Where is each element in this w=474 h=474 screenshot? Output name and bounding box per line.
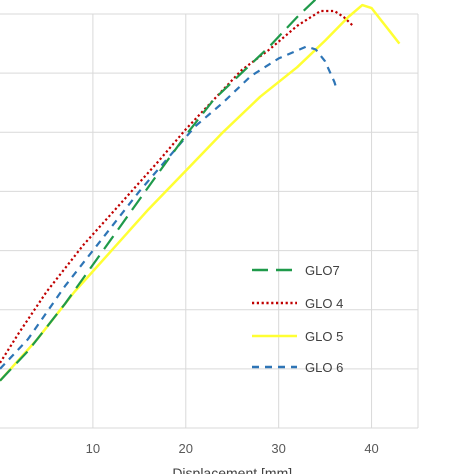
x-tick-label: 40 bbox=[364, 441, 378, 456]
legend-label: GLO7 bbox=[305, 263, 340, 278]
x-axis-title: Displacement [mm] bbox=[172, 465, 292, 474]
series-line-glo-5 bbox=[0, 3, 401, 382]
x-axis-tick-labels: 10 20 30 40 bbox=[86, 441, 379, 456]
legend-label: GLO 4 bbox=[305, 296, 343, 311]
legend-label: GLO 6 bbox=[305, 360, 343, 375]
series-line-glo7 bbox=[0, 0, 317, 382]
x-tick-label: 20 bbox=[179, 441, 193, 456]
x-tick-label: 10 bbox=[86, 441, 100, 456]
legend: GLO7 GLO 4 GLO 5 GLO 6 bbox=[252, 263, 343, 375]
series-lines bbox=[0, 0, 401, 382]
legend-label: GLO 5 bbox=[305, 329, 343, 344]
series-line-glo-6 bbox=[0, 45, 339, 370]
x-tick-label: 30 bbox=[271, 441, 285, 456]
